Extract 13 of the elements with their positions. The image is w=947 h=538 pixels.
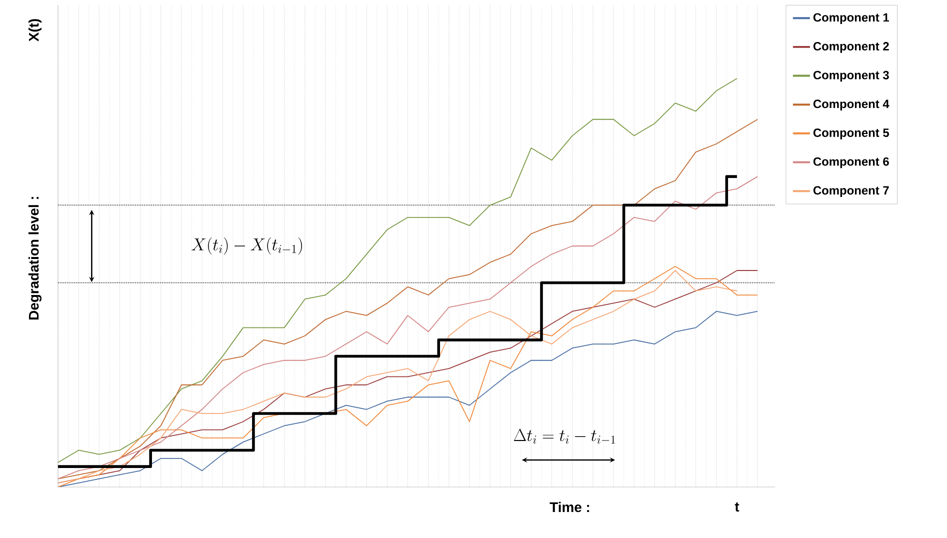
y-axis-title: Degradation level :: [28, 196, 42, 320]
annotation: $X(t_i) - X(t_{i-1})$: [192, 237, 302, 255]
legend-label: Component 2: [813, 42, 889, 53]
x-axis-title: Time :: [550, 502, 590, 512]
legend-label: Component 5: [813, 128, 889, 140]
legend-label: Component 3: [813, 70, 889, 82]
legend-label: Component 6: [813, 157, 889, 168]
legend-label: Component 4: [813, 100, 890, 111]
text: X(t): [28, 19, 42, 42]
legend-label: Component 7: [813, 186, 889, 197]
text: t: [734, 502, 740, 512]
annotation: $\Delta t_i = t_i - t_{i-1}$: [514, 428, 616, 444]
legend-label: Component 1: [813, 13, 889, 24]
